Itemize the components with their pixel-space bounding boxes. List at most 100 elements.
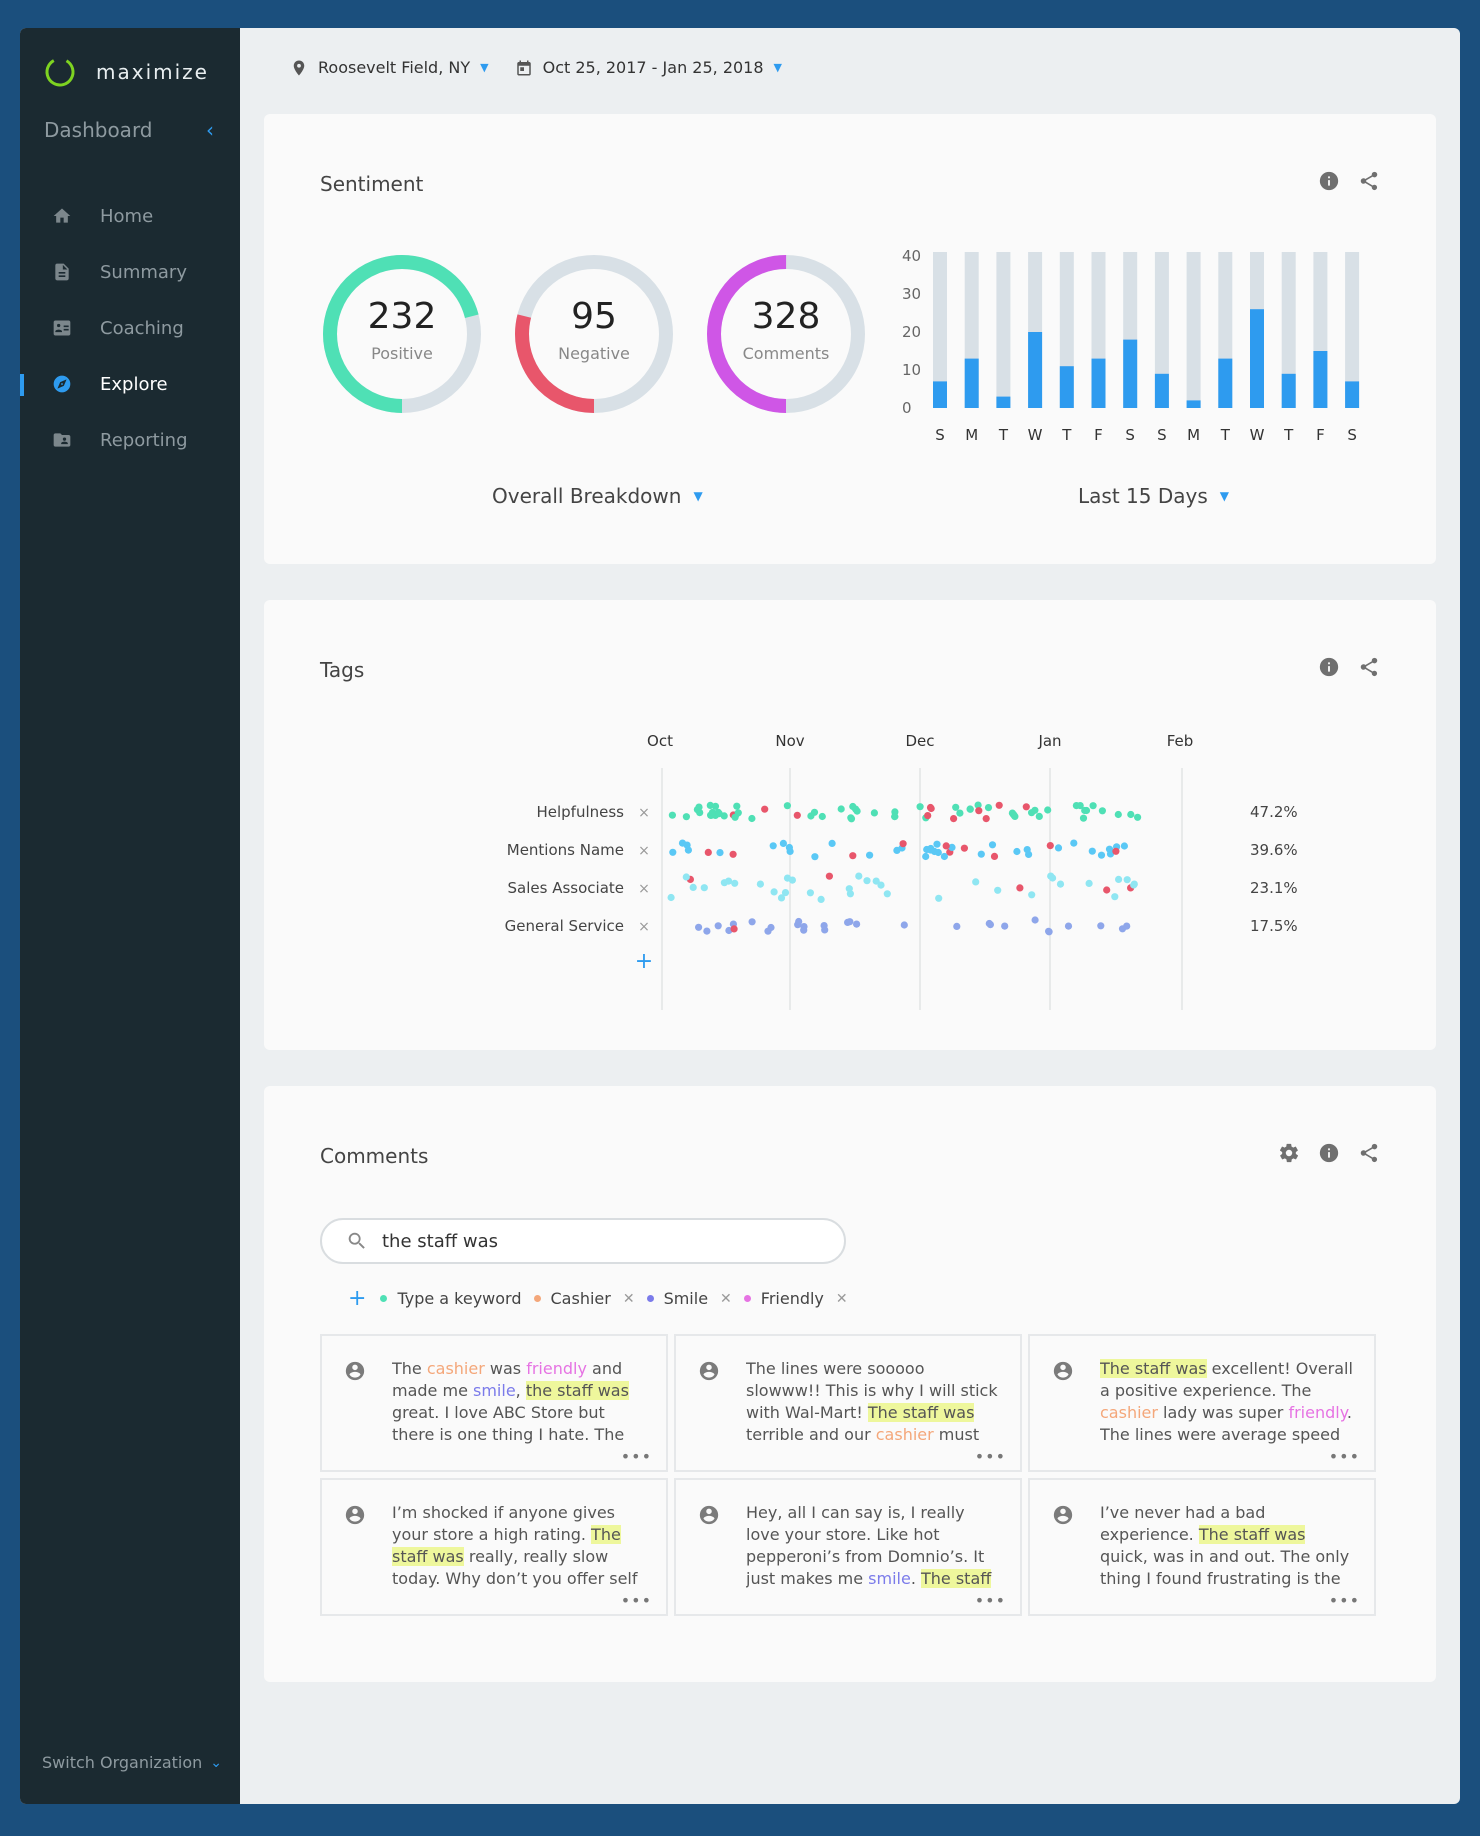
- tag-mention-dot[interactable]: [1045, 928, 1053, 936]
- tag-mention-dot[interactable]: [1115, 875, 1123, 883]
- bar[interactable]: [1028, 332, 1043, 408]
- tag-mention-dot[interactable]: [1013, 847, 1021, 856]
- tag-mention-dot[interactable]: [708, 808, 716, 817]
- remove-keyword-icon[interactable]: ✕: [720, 1290, 732, 1307]
- date-range-filter[interactable]: Oct 25, 2017 - Jan 25, 2018 ▼: [515, 58, 782, 77]
- tag-mention-dot[interactable]: [990, 852, 999, 860]
- add-keyword-icon[interactable]: +: [348, 1286, 367, 1311]
- tag-mention-dot[interactable]: [733, 802, 741, 810]
- period-dropdown[interactable]: Last 15 Days ▼: [1078, 484, 1229, 508]
- tag-mention-dot[interactable]: [995, 801, 1003, 809]
- keyword-chip-cashier[interactable]: Cashier ✕: [533, 1289, 635, 1308]
- tag-mention-dot[interactable]: [849, 802, 857, 811]
- tag-mention-dot[interactable]: [1123, 876, 1131, 884]
- more-options-icon[interactable]: •••: [1328, 1591, 1360, 1610]
- tag-mention-dot[interactable]: [767, 923, 775, 932]
- tag-mention-dot[interactable]: [935, 894, 943, 902]
- tag-mention-dot[interactable]: [817, 895, 825, 903]
- tag-mention-dot[interactable]: [1056, 880, 1065, 888]
- tag-mention-dot[interactable]: [952, 803, 960, 811]
- share-icon[interactable]: [1358, 656, 1380, 678]
- sidebar-item-home[interactable]: Home: [20, 188, 240, 244]
- tag-mention-dot[interactable]: [863, 877, 871, 885]
- tag-mention-dot[interactable]: [1031, 916, 1039, 924]
- negative-ring[interactable]: 95 Negative: [512, 252, 676, 416]
- remove-tag-icon[interactable]: ×: [638, 805, 650, 821]
- tag-mention-dot[interactable]: [1081, 806, 1089, 815]
- tag-mention-dot[interactable]: [866, 851, 874, 859]
- tag-mention-dot[interactable]: [847, 815, 856, 823]
- tag-mention-dot[interactable]: [853, 807, 861, 815]
- bar[interactable]: [1186, 400, 1201, 408]
- keyword-input-chip[interactable]: Type a keyword: [380, 1289, 522, 1308]
- tag-mention-dot[interactable]: [781, 889, 790, 897]
- tag-mention-dot[interactable]: [1028, 891, 1036, 899]
- tag-mention-dot[interactable]: [986, 921, 995, 929]
- tag-mention-dot[interactable]: [811, 853, 819, 861]
- tag-mention-dot[interactable]: [682, 813, 690, 821]
- tag-mention-dot[interactable]: [695, 803, 703, 811]
- tag-mention-dot[interactable]: [1120, 842, 1128, 850]
- tag-mention-dot[interactable]: [769, 842, 777, 850]
- tag-mention-dot[interactable]: [729, 850, 737, 858]
- tag-mention-dot[interactable]: [783, 874, 792, 882]
- tag-mention-dot[interactable]: [893, 846, 901, 854]
- bar[interactable]: [1281, 373, 1296, 408]
- remove-keyword-icon[interactable]: ✕: [835, 1290, 848, 1307]
- tag-mention-dot[interactable]: [899, 840, 907, 848]
- tag-mention-dot[interactable]: [891, 813, 899, 821]
- tag-mention-dot[interactable]: [845, 885, 853, 893]
- comment-card[interactable]: The staff was excellent! Overall a posit…: [1028, 1334, 1376, 1472]
- keyword-chip-smile[interactable]: Smile ✕: [646, 1289, 732, 1308]
- tag-mention-dot[interactable]: [703, 927, 711, 935]
- bar[interactable]: [1345, 381, 1360, 408]
- comment-card[interactable]: I’ve never had a bad experience. The sta…: [1028, 1478, 1376, 1616]
- comment-card[interactable]: Hey, all I can say is, I really love you…: [674, 1478, 1022, 1616]
- switch-organization[interactable]: Switch Organization ⌄: [42, 1753, 222, 1772]
- tag-mention-dot[interactable]: [1054, 844, 1063, 852]
- tag-mention-dot[interactable]: [828, 839, 836, 847]
- tag-mention-dot[interactable]: [1035, 812, 1043, 820]
- tag-mention-dot[interactable]: [1079, 814, 1088, 822]
- sidebar-item-summary[interactable]: Summary: [20, 244, 240, 300]
- sidebar-item-coaching[interactable]: Coaching: [20, 300, 240, 356]
- bar[interactable]: [1154, 373, 1169, 408]
- tag-mention-dot[interactable]: [994, 886, 1002, 894]
- tag-mention-dot[interactable]: [730, 925, 738, 933]
- tag-mention-dot[interactable]: [988, 841, 997, 849]
- tag-mention-dot[interactable]: [956, 809, 964, 817]
- tag-mention-dot[interactable]: [714, 922, 722, 930]
- bar[interactable]: [1250, 309, 1264, 408]
- tag-mention-dot[interactable]: [1049, 874, 1057, 882]
- tag-mention-dot[interactable]: [748, 814, 756, 823]
- breakdown-dropdown[interactable]: Overall Breakdown ▼: [492, 484, 703, 508]
- tag-mention-dot[interactable]: [1025, 850, 1033, 858]
- tag-mention-dot[interactable]: [1098, 807, 1106, 815]
- tag-mention-dot[interactable]: [1001, 922, 1009, 930]
- tag-mention-dot[interactable]: [1130, 881, 1138, 889]
- keyword-chip-friendly[interactable]: Friendly ✕: [743, 1289, 848, 1308]
- remove-tag-icon[interactable]: ×: [638, 881, 650, 897]
- tag-mention-dot[interactable]: [1022, 803, 1030, 811]
- tag-mention-dot[interactable]: [1134, 813, 1142, 821]
- remove-tag-icon[interactable]: ×: [638, 919, 650, 935]
- more-options-icon[interactable]: •••: [1328, 1447, 1360, 1466]
- info-icon[interactable]: [1318, 1142, 1340, 1164]
- tag-mention-dot[interactable]: [667, 893, 675, 902]
- tag-mention-dot[interactable]: [748, 918, 756, 926]
- tag-mention-dot[interactable]: [810, 808, 819, 816]
- tag-mention-dot[interactable]: [877, 881, 885, 889]
- remove-keyword-icon[interactable]: ✕: [622, 1290, 635, 1307]
- tag-mention-dot[interactable]: [853, 920, 861, 928]
- collapse-chevron-icon[interactable]: ‹: [206, 118, 214, 142]
- tag-mention-dot[interactable]: [1044, 806, 1052, 814]
- tag-mention-dot[interactable]: [1097, 922, 1105, 930]
- tag-mention-dot[interactable]: [942, 842, 950, 850]
- tag-mention-dot[interactable]: [849, 852, 857, 860]
- tag-mention-dot[interactable]: [786, 847, 794, 855]
- tag-mention-dot[interactable]: [761, 805, 769, 813]
- add-tag-icon[interactable]: +: [635, 949, 653, 974]
- tag-mention-dot[interactable]: [668, 811, 676, 819]
- bar[interactable]: [964, 358, 979, 408]
- bar[interactable]: [1218, 358, 1233, 408]
